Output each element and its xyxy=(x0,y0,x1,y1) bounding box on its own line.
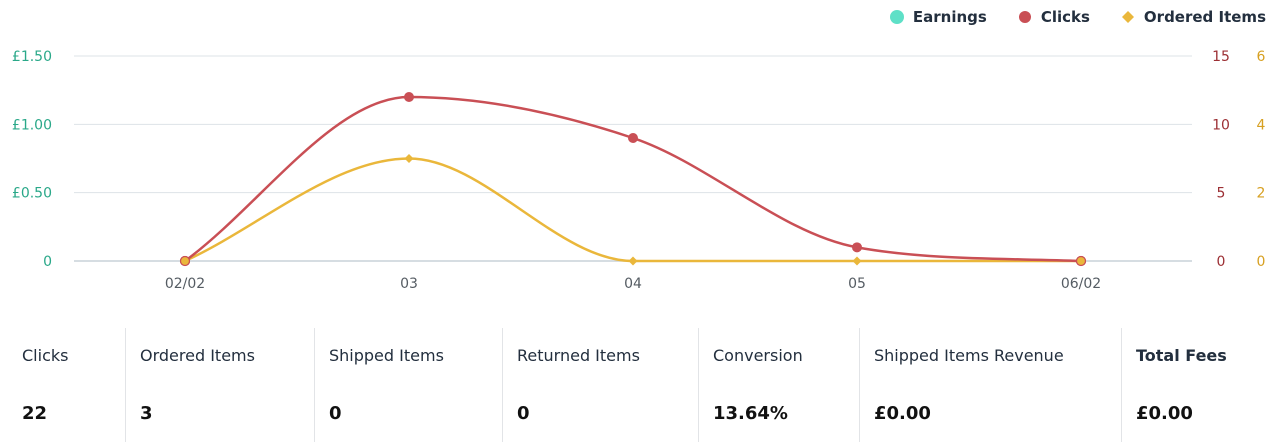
stat-value: 13.64% xyxy=(713,403,788,424)
stat-label: Shipped Items Revenue xyxy=(874,346,1064,365)
legend-item-ordered-items[interactable]: Ordered Items xyxy=(1120,8,1266,26)
x-tick-label: 06/02 xyxy=(1061,276,1101,292)
y-tick-label-clicks: 0 xyxy=(1217,254,1226,270)
y-tick-label-ordered-items: 2 xyxy=(1257,186,1266,202)
y-tick-label-earnings: £1.00 xyxy=(12,117,52,133)
clicks-marker-icon xyxy=(1018,11,1031,23)
stat-returned-items: Returned Items 0 xyxy=(502,328,698,442)
stat-clicks: Clicks 22 xyxy=(0,328,125,442)
stat-label: Returned Items xyxy=(517,346,640,365)
series-line-ordered-items xyxy=(184,157,1081,263)
y-tick-label-ordered-items: 4 xyxy=(1257,117,1266,133)
data-point-clicks xyxy=(628,133,638,143)
stat-label: Ordered Items xyxy=(140,346,255,365)
data-point-overlap xyxy=(1075,255,1087,267)
data-point-overlap xyxy=(179,255,191,267)
stat-label: Total Fees xyxy=(1136,346,1227,365)
stat-value: 22 xyxy=(22,403,48,424)
stat-value: 0 xyxy=(329,403,342,424)
y-tick-label-ordered-items: 0 xyxy=(1257,254,1266,270)
x-tick-label: 05 xyxy=(848,276,866,292)
stat-shipped-items: Shipped Items 0 xyxy=(314,328,502,442)
data-point-clicks xyxy=(852,242,862,253)
earnings-marker-icon xyxy=(889,10,904,24)
stat-total-fees: Total Fees £0.00 xyxy=(1121,328,1280,442)
y-tick-label-clicks: 5 xyxy=(1217,186,1226,202)
data-point-ordered-items xyxy=(628,256,638,266)
stat-label: Shipped Items xyxy=(329,346,444,365)
data-point-clicks xyxy=(404,92,414,102)
y-tick-label-earnings: £1.50 xyxy=(12,49,52,65)
stat-label: Clicks xyxy=(22,346,69,365)
data-point-ordered-items xyxy=(404,154,414,163)
stat-value: £0.00 xyxy=(874,403,931,424)
y-tick-label-earnings: 0 xyxy=(43,254,52,270)
ordered-items-marker-icon xyxy=(1121,11,1134,23)
series-line-clicks xyxy=(184,95,1082,263)
legend-item-earnings[interactable]: Earnings xyxy=(889,8,987,26)
legend-label-clicks: Clicks xyxy=(1040,8,1090,26)
x-tick-label: 04 xyxy=(624,276,642,292)
stat-value: 3 xyxy=(140,403,153,424)
stat-ordered-items: Ordered Items 3 xyxy=(125,328,314,442)
legend-label-ordered-items: Ordered Items xyxy=(1143,8,1266,26)
chart-legend: Earnings Clicks Ordered Items xyxy=(889,8,1266,26)
data-point-ordered-items xyxy=(852,256,862,266)
stat-value: £0.00 xyxy=(1136,403,1193,424)
stat-shipped-items-revenue: Shipped Items Revenue £0.00 xyxy=(859,328,1121,442)
y-tick-label-earnings: £0.50 xyxy=(12,186,52,202)
y-tick-label-clicks: 10 xyxy=(1212,117,1230,133)
x-tick-label: 03 xyxy=(400,276,418,292)
stat-value: 0 xyxy=(517,403,530,424)
y-tick-label-clicks: 15 xyxy=(1212,49,1230,65)
stats-bar: Clicks 22 Ordered Items 3 Shipped Items … xyxy=(0,328,1280,442)
stat-conversion: Conversion 13.64% xyxy=(698,328,859,442)
stat-label: Conversion xyxy=(713,346,803,365)
y-tick-label-ordered-items: 6 xyxy=(1257,49,1266,65)
legend-item-clicks[interactable]: Clicks xyxy=(1017,8,1090,26)
legend-label-earnings: Earnings xyxy=(912,8,987,26)
line-chart: 0 0 0 £0.50 5 2 £1.00 10 4 £1.50 15 6 02/02 03 04 05 06/… xyxy=(12,49,1266,292)
x-tick-label: 02/02 xyxy=(165,276,205,292)
